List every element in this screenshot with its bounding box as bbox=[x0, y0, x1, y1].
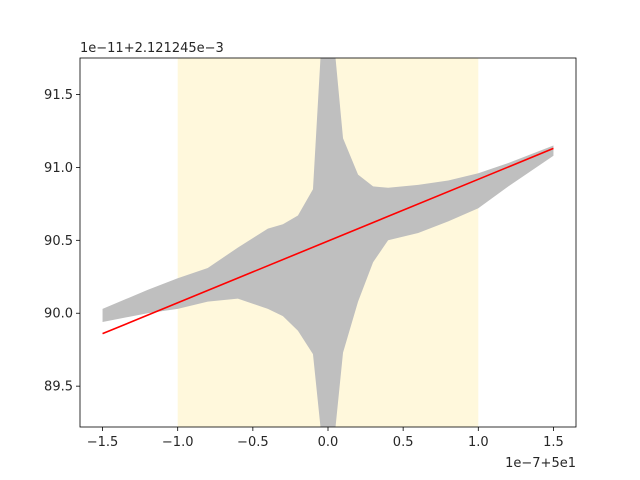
plot-clip-group bbox=[102, 58, 554, 427]
y-tick-label: 89.5 bbox=[44, 380, 73, 395]
x-tick-label: −0.5 bbox=[237, 435, 269, 450]
fit-line bbox=[102, 147, 554, 335]
x-tick-label: −1.5 bbox=[87, 435, 119, 450]
x-tick-label: −1.0 bbox=[162, 435, 194, 450]
y-tick-label: 91.5 bbox=[44, 88, 73, 103]
y-tick-label: 91.0 bbox=[44, 161, 73, 176]
y-tick-label: 90.5 bbox=[44, 234, 73, 249]
x-tick-label: 0.0 bbox=[318, 435, 339, 450]
y-tick-label: 90.0 bbox=[44, 307, 73, 322]
x-tick-label: 1.0 bbox=[468, 435, 489, 450]
axes: −1.5 −1.0 −0.5 0.0 0.5 1.0 1.5 89.5 90.0 90.5 91.0… bbox=[44, 57, 577, 450]
plot-area bbox=[102, 58, 554, 427]
x-tick-label: 0.5 bbox=[393, 435, 414, 450]
y-offset-label: 1e−11+2.121245e−3 bbox=[80, 41, 224, 56]
x-offset-label: 1e−7+5e1 bbox=[505, 456, 576, 471]
noise-band bbox=[102, 58, 554, 427]
x-tick-label: 1.5 bbox=[543, 435, 564, 450]
